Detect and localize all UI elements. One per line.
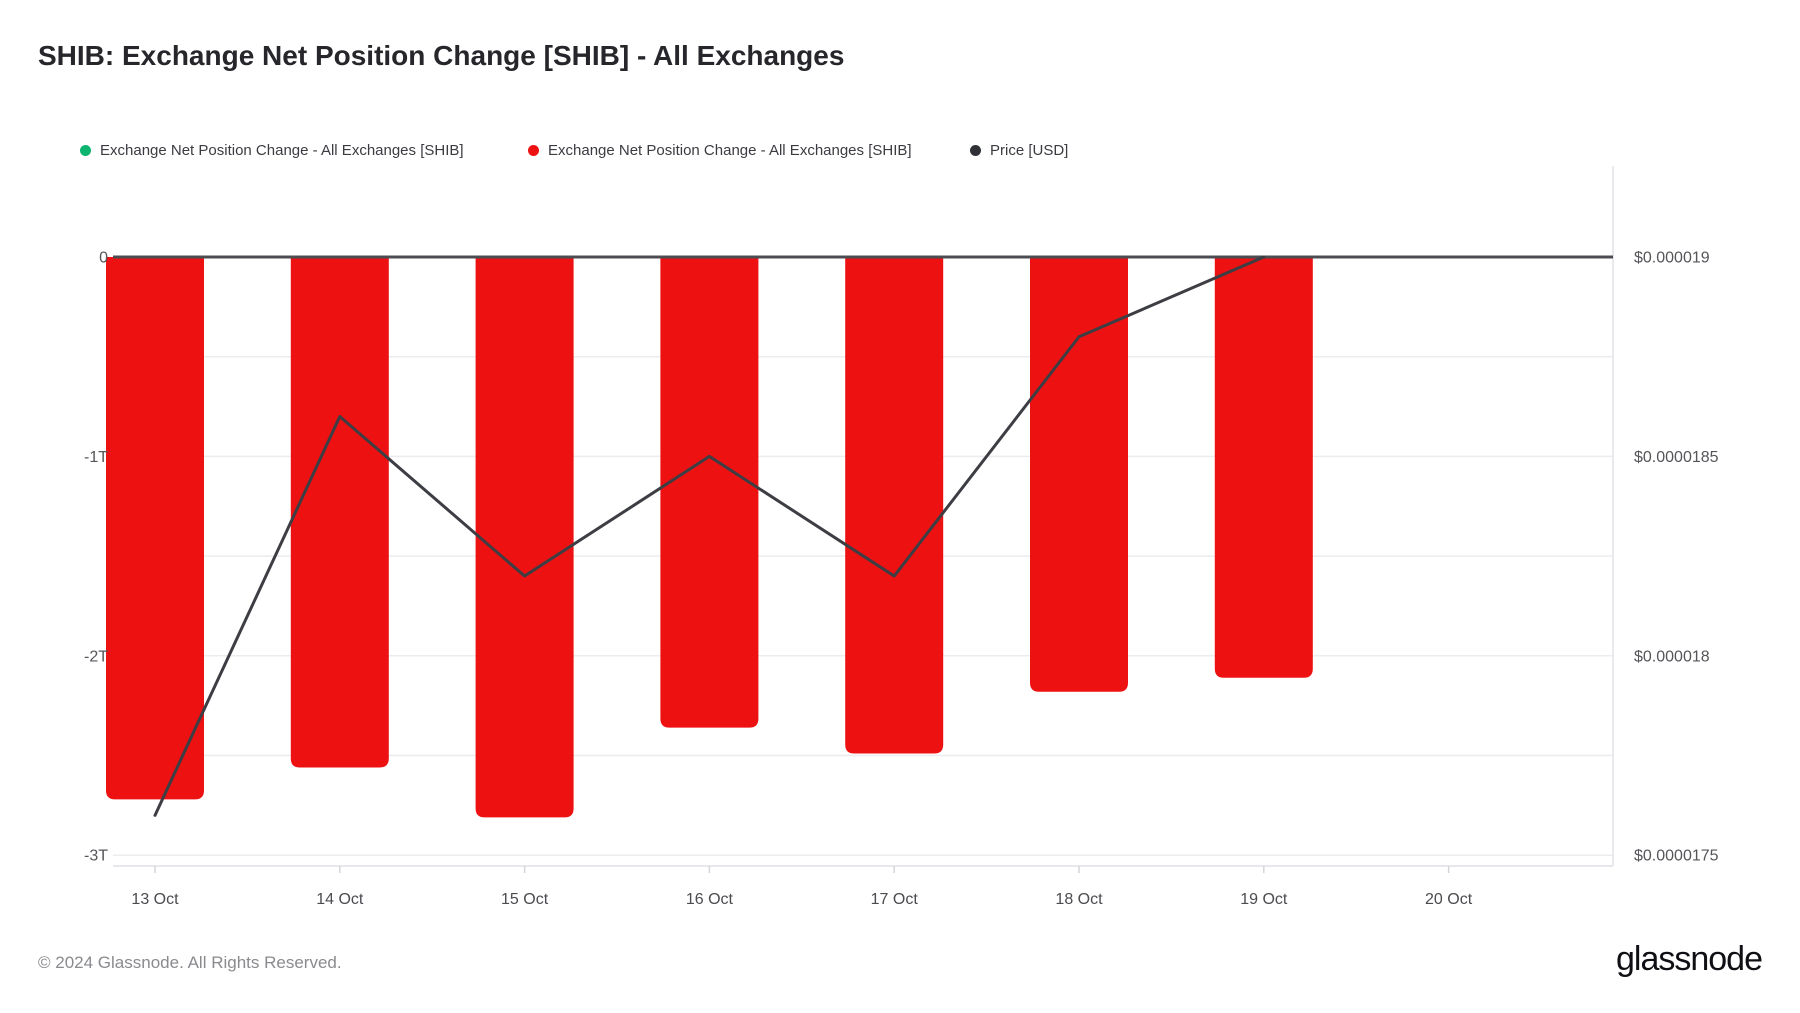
legend-item-net-position-green[interactable]: Exchange Net Position Change - All Excha… <box>80 141 464 159</box>
bar-13-oct[interactable] <box>106 257 204 800</box>
left-axis-label: 0 <box>99 250 108 267</box>
chart-title: SHIB: Exchange Net Position Change [SHIB… <box>38 40 845 71</box>
right-axis-label: $0.000019 <box>1634 250 1710 267</box>
bar-19-oct[interactable] <box>1214 257 1313 678</box>
bar-18-oct[interactable] <box>1030 257 1128 692</box>
left-axis-label: -2T <box>84 648 108 665</box>
bar-16-oct[interactable] <box>660 257 759 728</box>
x-tick-label-20-oct: 20 Oct <box>1425 891 1473 908</box>
right-axis-label: $0.0000175 <box>1634 848 1719 865</box>
right-axis-label: $0.0000185 <box>1634 449 1719 466</box>
legend-label: Exchange Net Position Change - All Excha… <box>100 141 464 159</box>
legend-item-net-position-red[interactable]: Exchange Net Position Change - All Excha… <box>528 141 912 159</box>
x-tick-label-18-oct: 18 Oct <box>1055 891 1103 908</box>
x-tick-label-17-oct: 17 Oct <box>871 891 919 908</box>
x-tick-label-19-oct: 19 Oct <box>1240 891 1288 908</box>
x-tick-label-16-oct: 16 Oct <box>686 891 734 908</box>
x-tick-label-15-oct: 15 Oct <box>501 891 549 908</box>
legend-item-price-usd[interactable]: Price [USD] <box>970 141 1068 159</box>
right-axis-label: $0.000018 <box>1634 648 1710 665</box>
legend-label: Price [USD] <box>990 141 1069 159</box>
glassnode-logo: glassnode <box>1615 940 1763 978</box>
left-axis-label: -3T <box>84 848 108 865</box>
bar-14-oct[interactable] <box>290 257 389 768</box>
x-tick-label-13-oct: 13 Oct <box>131 891 179 908</box>
copyright-text: © 2024 Glassnode. All Rights Reserved. <box>38 953 342 972</box>
bar-15-oct[interactable] <box>475 257 574 818</box>
legend-dot-red-icon <box>528 144 539 156</box>
x-tick-label-14-oct: 14 Oct <box>316 891 364 908</box>
price-line[interactable] <box>153 255 1266 817</box>
left-axis-label: -1T <box>84 449 108 466</box>
bar-17-oct[interactable] <box>845 257 944 754</box>
legend-dot-green-icon <box>80 144 91 156</box>
legend-label: Exchange Net Position Change - All Excha… <box>548 141 912 159</box>
legend-dot-black-icon <box>970 144 981 156</box>
